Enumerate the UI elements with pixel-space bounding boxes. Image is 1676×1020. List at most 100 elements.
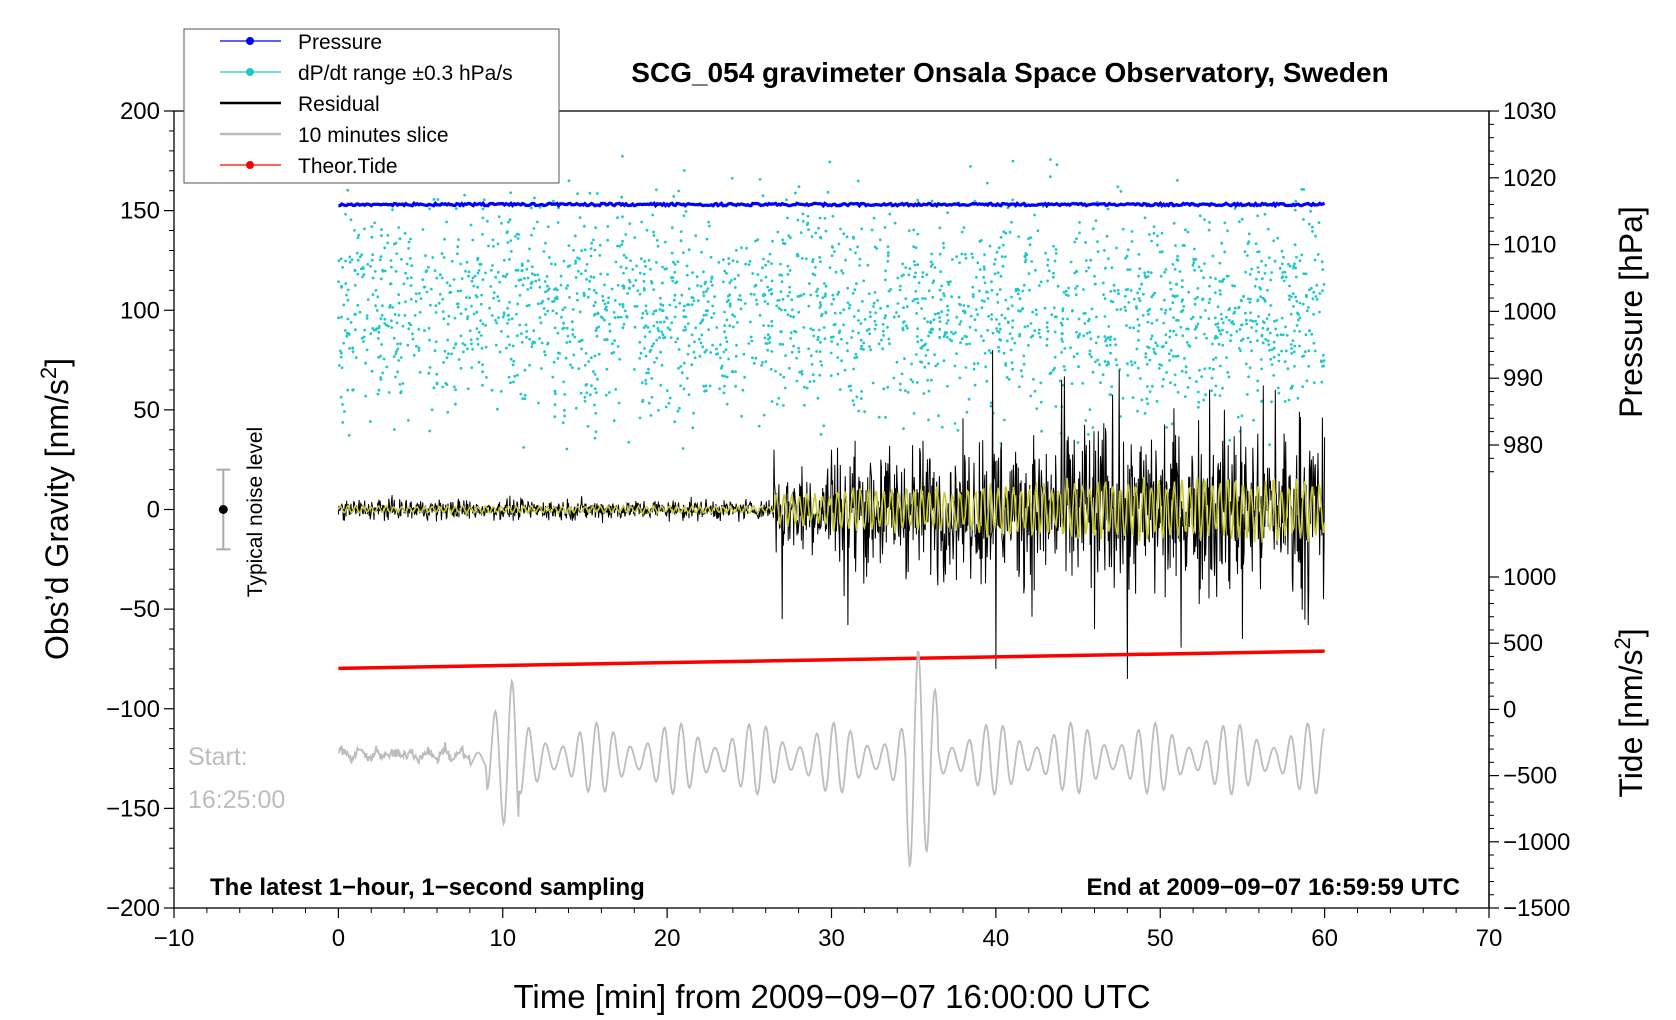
dpdt-point [1184,370,1188,374]
dpdt-point [868,345,871,348]
pressure-tick-label: 980 [1503,432,1543,459]
dpdt-point [1320,380,1324,384]
dpdt-point [770,324,774,328]
dpdt-point [583,293,586,297]
dpdt-point [1275,319,1279,322]
dpdt-point [565,287,568,290]
dpdt-point [644,354,648,358]
dpdt-point [700,250,703,254]
dpdt-point [443,237,446,241]
dpdt-point [1078,332,1082,336]
dpdt-point [662,320,666,324]
dpdt-point [1208,284,1211,288]
dpdt-point [884,314,888,317]
dpdt-point [380,228,383,232]
dpdt-point [391,306,394,309]
dpdt-point [1011,326,1014,329]
dpdt-point [1067,286,1070,290]
dpdt-point [680,293,684,297]
dpdt-point [561,327,565,331]
dpdt-point [673,263,677,266]
dpdt-point [481,207,485,211]
dpdt-point [1045,325,1049,329]
dpdt-point [1148,358,1152,362]
dpdt-point [583,248,587,252]
dpdt-point [795,379,799,383]
dpdt-point [693,356,697,360]
dpdt-point [1157,367,1161,370]
dpdt-point [1105,363,1109,367]
dpdt-point [348,260,352,264]
dpdt-point [1081,382,1085,385]
dpdt-point [346,388,350,392]
dpdt-point [1139,377,1142,380]
dpdt-point [374,289,378,292]
dpdt-point [377,330,381,334]
dpdt-point [1130,240,1134,243]
dpdt-point [590,241,594,245]
dpdt-point [546,309,550,313]
dpdt-point [1113,337,1117,341]
dpdt-point [1091,370,1095,374]
dpdt-point [1229,333,1233,337]
dpdt-point [1182,305,1186,308]
dpdt-point [504,275,507,278]
dpdt-point [497,316,500,319]
dpdt-point [348,255,352,259]
dpdt-point [943,294,946,298]
dpdt-point [1029,322,1033,325]
dpdt-point [339,395,343,399]
dpdt-point [342,303,346,307]
dpdt-point [963,334,967,338]
dpdt-point [696,284,699,287]
dpdt-point [902,427,905,430]
dpdt-point [616,244,619,248]
dpdt-point [1108,343,1112,347]
dpdt-point [438,292,442,296]
dpdt-point [365,314,369,317]
dpdt-point [620,195,624,199]
dpdt-point [371,293,375,296]
dpdt-point [770,350,774,353]
dpdt-point [1313,349,1317,353]
dpdt-point [766,285,769,289]
dpdt-point [1053,330,1057,334]
dpdt-point [786,216,789,220]
dpdt-point [913,275,917,279]
dpdt-point [751,272,755,275]
dpdt-point [533,341,537,344]
dpdt-point [807,228,810,232]
dpdt-point [1109,335,1112,339]
dpdt-point [1177,319,1180,322]
dpdt-point [1084,269,1088,273]
dpdt-point [997,349,1001,353]
dpdt-point [1147,346,1151,350]
dpdt-point [781,343,785,346]
dpdt-point [1010,361,1014,365]
dpdt-point [421,228,425,231]
dpdt-point [354,356,358,360]
dpdt-point [588,393,592,397]
dpdt-point [824,310,828,314]
dpdt-point [608,322,611,326]
dpdt-point [737,274,740,277]
dpdt-point [995,293,999,296]
dpdt-point [593,248,597,252]
dpdt-point [1239,298,1243,302]
dpdt-point [1173,383,1177,387]
dpdt-point [395,350,398,353]
dpdt-point [682,387,686,391]
dpdt-point [1021,289,1025,293]
dpdt-point [722,280,725,284]
dpdt-point [655,320,659,324]
dpdt-point [1106,360,1110,364]
dpdt-point [407,240,411,244]
dpdt-point [787,366,791,370]
dpdt-point [1155,318,1159,322]
dpdt-point [886,304,889,308]
dpdt-point [562,259,566,263]
dpdt-point [722,350,726,354]
dpdt-point [929,260,933,264]
dpdt-point [392,336,396,340]
dpdt-point [680,371,684,375]
